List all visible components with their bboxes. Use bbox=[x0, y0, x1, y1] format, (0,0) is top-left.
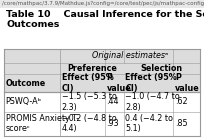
Text: .93: .93 bbox=[106, 119, 119, 128]
Text: −1.0 (−4.7 to
2.8): −1.0 (−4.7 to 2.8) bbox=[125, 92, 180, 111]
Text: PSWQ-Aᵇ: PSWQ-Aᵇ bbox=[6, 97, 42, 106]
Text: Outcome: Outcome bbox=[6, 79, 46, 88]
Text: −1.5 (−5.3 to
2.3): −1.5 (−5.3 to 2.3) bbox=[62, 92, 116, 111]
Text: Preference: Preference bbox=[67, 64, 117, 73]
FancyBboxPatch shape bbox=[4, 92, 200, 136]
Text: Table 10    Causal Inference for the Selection and Preference
Outcomes: Table 10 Causal Inference for the Select… bbox=[6, 10, 204, 29]
Text: Effect (95%
CI): Effect (95% CI) bbox=[62, 73, 113, 93]
Text: Effect (95%
CI): Effect (95% CI) bbox=[125, 73, 177, 93]
Text: .85: .85 bbox=[175, 119, 188, 128]
Text: /core/mathpac/3.7.9/Mathdue.js?config=/core/test/pec/js/mathpac-config-classes.3: /core/mathpac/3.7.9/Mathdue.js?config=/c… bbox=[2, 1, 204, 6]
Text: Selection: Selection bbox=[141, 64, 183, 73]
Text: P
value: P value bbox=[175, 73, 200, 93]
FancyBboxPatch shape bbox=[4, 49, 200, 92]
Text: 0.4 (−4.2 to
5.1): 0.4 (−4.2 to 5.1) bbox=[125, 114, 173, 133]
FancyBboxPatch shape bbox=[0, 8, 204, 139]
Text: −0.2 (−4.8 to
4.4): −0.2 (−4.8 to 4.4) bbox=[62, 114, 116, 133]
Text: Original estimatesᵃ: Original estimatesᵃ bbox=[92, 51, 168, 60]
Text: P
value: P value bbox=[106, 73, 131, 93]
Text: .62: .62 bbox=[175, 97, 188, 106]
Text: PROMIS Anxiety T-
scoreᶜ: PROMIS Anxiety T- scoreᶜ bbox=[6, 114, 79, 133]
Text: .44: .44 bbox=[106, 97, 119, 106]
